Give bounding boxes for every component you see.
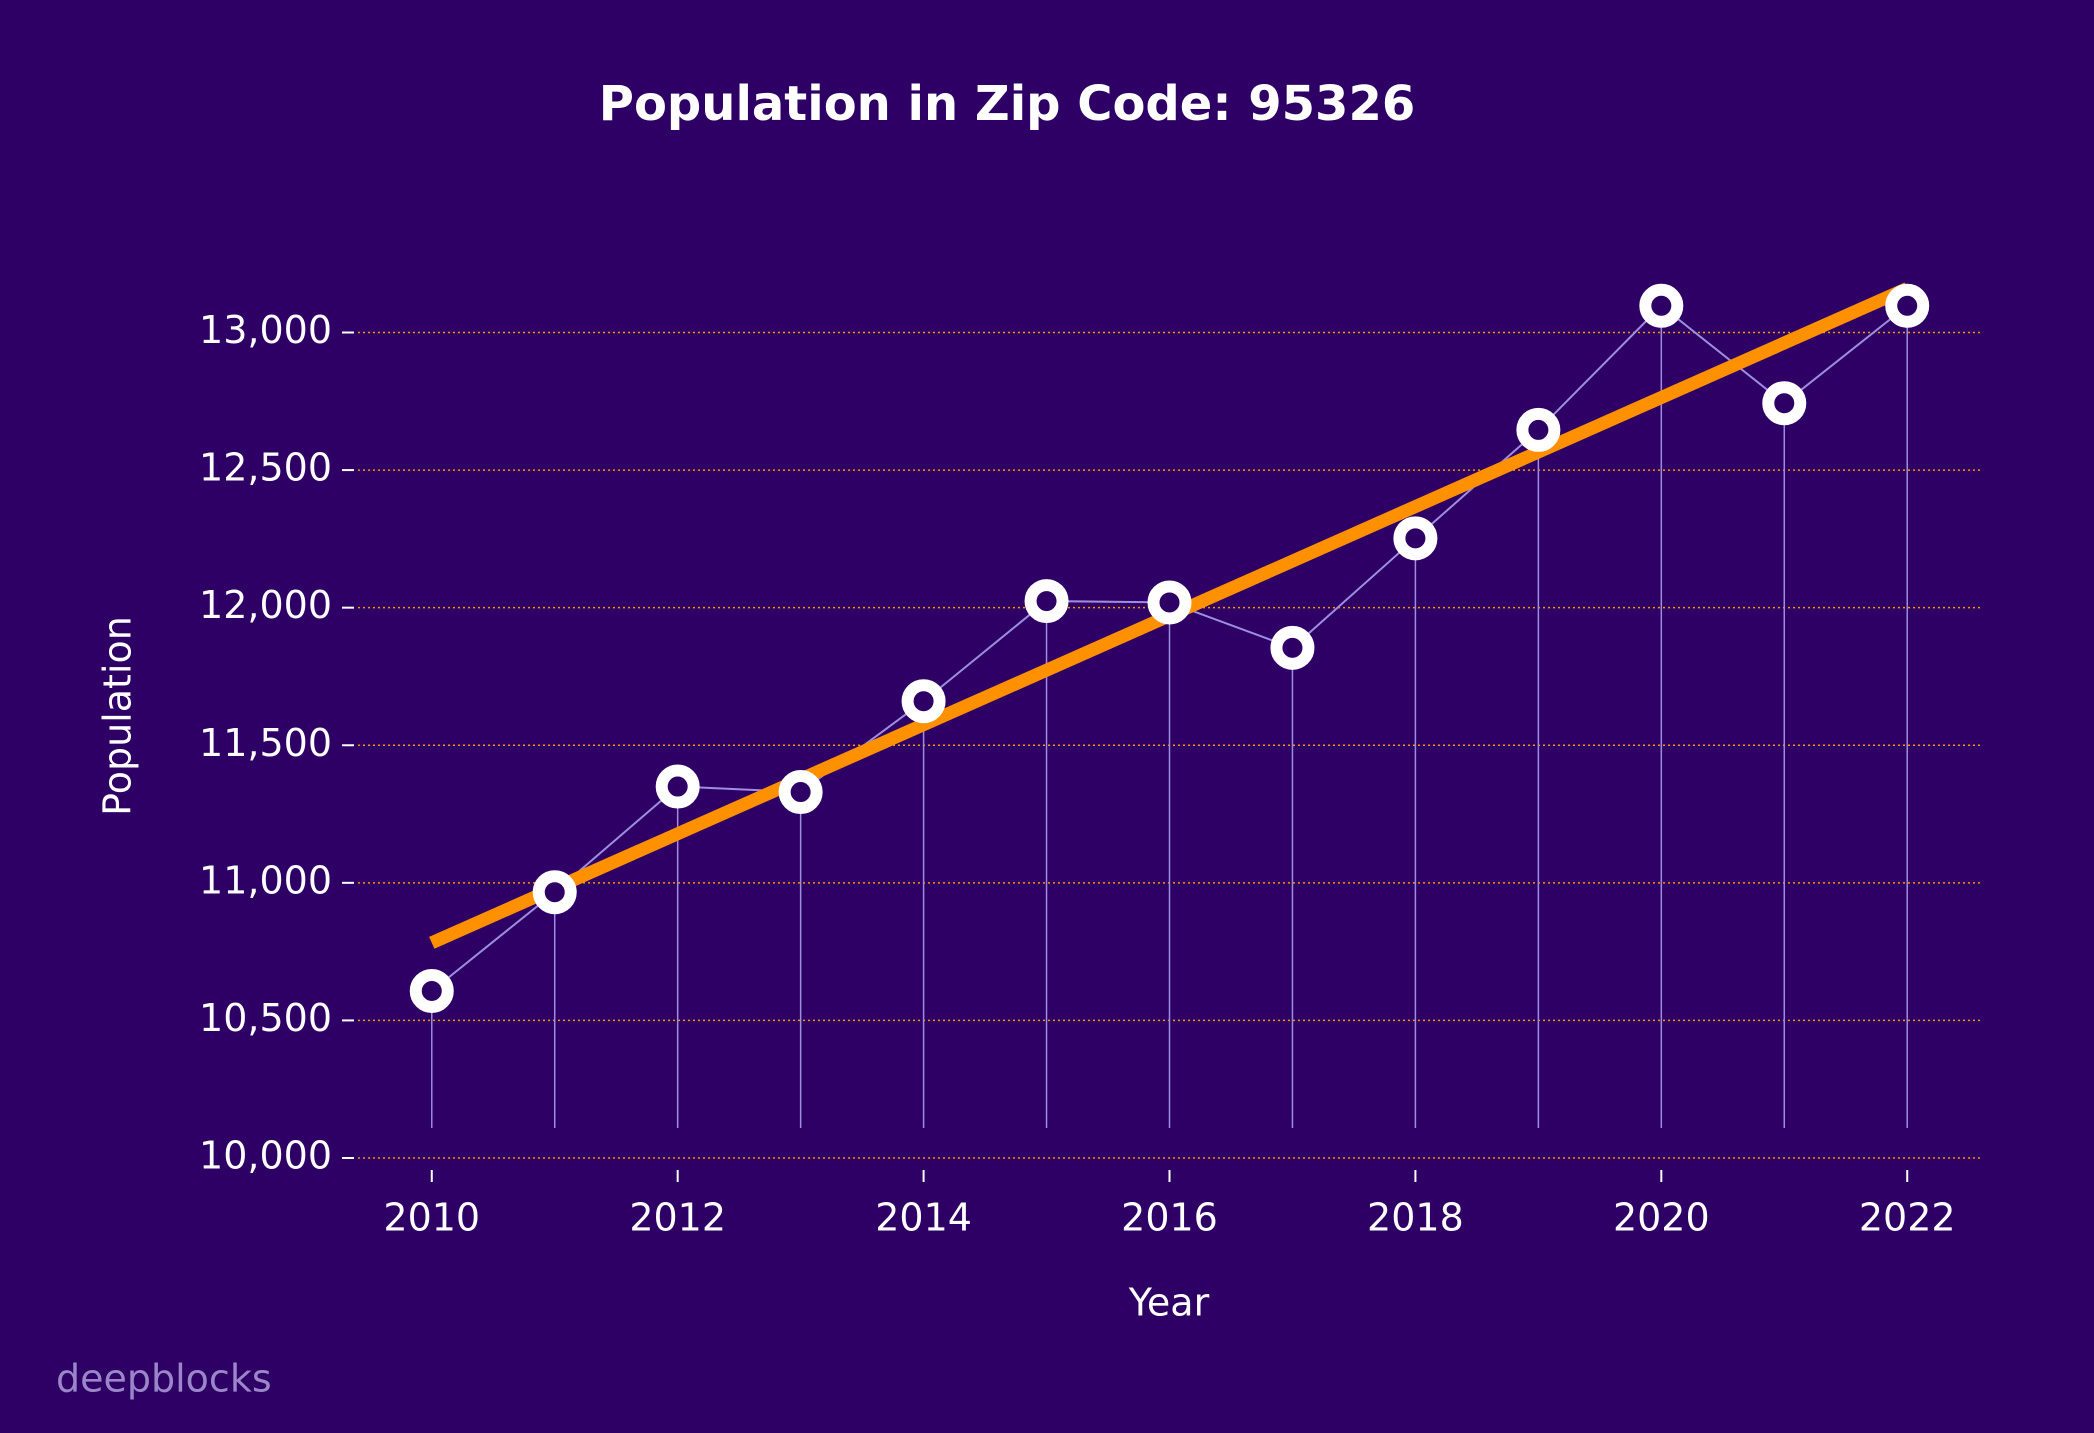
marker bbox=[409, 968, 454, 1013]
marker bbox=[532, 870, 577, 915]
x-tick-label: 2012 bbox=[629, 1196, 726, 1240]
watermark: deepblocks bbox=[56, 1357, 272, 1401]
marker bbox=[1270, 625, 1315, 670]
marker bbox=[1639, 283, 1684, 328]
marker bbox=[655, 764, 700, 809]
y-tick-label: 12,500 bbox=[199, 446, 332, 490]
x-axis-label: Year bbox=[1128, 1281, 1210, 1325]
y-tick-label: 11,500 bbox=[199, 721, 332, 765]
x-tick-label: 2014 bbox=[875, 1196, 972, 1240]
marker bbox=[901, 679, 946, 724]
x-tick-label: 2022 bbox=[1859, 1196, 1956, 1240]
y-tick-label: 13,000 bbox=[199, 308, 332, 352]
marker bbox=[778, 770, 823, 815]
x-tick-label: 2016 bbox=[1121, 1196, 1218, 1240]
marker bbox=[1393, 516, 1438, 561]
y-axis-label: Population bbox=[96, 616, 140, 816]
marker bbox=[1024, 579, 1069, 624]
y-tick-label: 11,000 bbox=[199, 858, 332, 902]
chart-title: Population in Zip Code: 95326 bbox=[599, 76, 1415, 132]
x-tick-label: 2010 bbox=[383, 1196, 480, 1240]
marker bbox=[1147, 580, 1192, 625]
y-tick-label: 12,000 bbox=[199, 583, 332, 627]
y-tick-label: 10,500 bbox=[199, 996, 332, 1040]
y-tick-label: 10,000 bbox=[199, 1134, 332, 1178]
marker bbox=[1762, 381, 1807, 426]
x-tick-label: 2018 bbox=[1367, 1196, 1464, 1240]
x-tick-label: 2020 bbox=[1613, 1196, 1710, 1240]
marker bbox=[1516, 407, 1561, 452]
marker bbox=[1885, 283, 1930, 328]
